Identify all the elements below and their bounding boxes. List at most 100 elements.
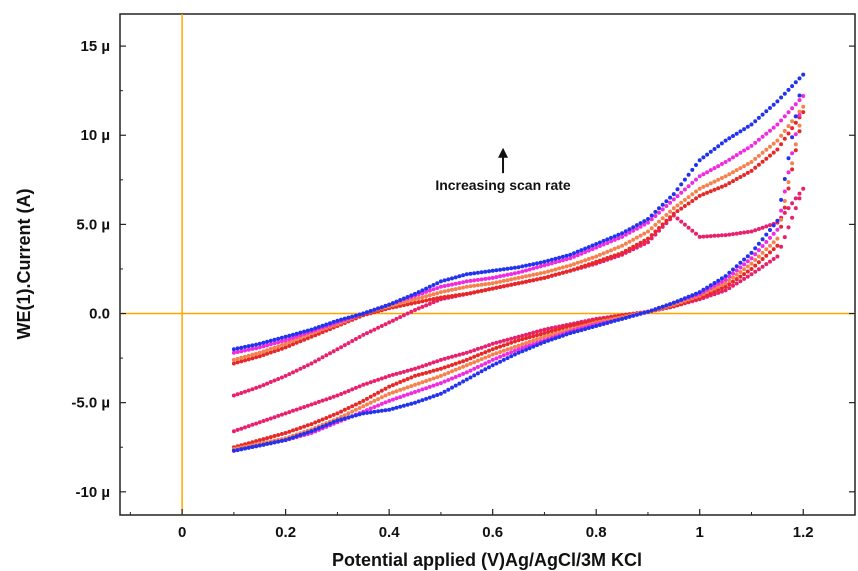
data-point	[446, 387, 451, 392]
ticks-layer: 0 0.2 0.4 0.6 0.8 1 1.2 15 µ 10 µ 5.0 µ 0.0 -5.0 µ -…	[71, 38, 856, 541]
data-point	[557, 259, 562, 264]
data-point	[368, 329, 373, 334]
data-point	[745, 124, 750, 129]
data-point	[731, 155, 735, 160]
data-point	[516, 275, 521, 280]
data-point	[553, 325, 558, 330]
data-point	[749, 261, 754, 266]
data-point	[372, 392, 377, 397]
data-point	[509, 340, 514, 345]
data-point	[690, 199, 695, 203]
data-point	[424, 289, 429, 294]
data-point	[420, 288, 425, 293]
data-point	[291, 342, 295, 347]
data-point	[438, 295, 443, 300]
data-point	[383, 408, 388, 413]
data-point	[231, 347, 236, 352]
data-point	[557, 271, 562, 276]
data-point	[786, 156, 791, 161]
data-point	[512, 265, 517, 270]
data-point	[487, 359, 491, 364]
data-point	[342, 343, 347, 348]
annotation: Increasing scan rate	[435, 147, 571, 193]
data-point	[427, 384, 432, 389]
data-point	[775, 236, 780, 241]
data-point	[694, 163, 698, 167]
data-point	[557, 255, 562, 260]
data-point	[324, 423, 329, 428]
data-point	[368, 309, 373, 313]
data-point	[461, 359, 466, 364]
data-point	[276, 340, 281, 345]
data-point	[453, 281, 458, 286]
data-point	[331, 349, 336, 354]
data-point	[464, 284, 469, 289]
data-point	[627, 314, 632, 319]
data-point	[405, 311, 410, 316]
data-point	[660, 202, 665, 207]
data-point	[268, 346, 273, 351]
y-axis-title: WE(1).Current (A)	[14, 189, 34, 340]
data-point	[657, 210, 661, 215]
data-point	[416, 300, 421, 305]
data-point	[283, 411, 288, 416]
data-point	[742, 257, 747, 262]
data-point	[243, 446, 247, 451]
data-point	[719, 141, 724, 146]
data-point	[405, 377, 410, 381]
data-point	[694, 291, 698, 296]
data-point	[538, 336, 543, 340]
data-point	[768, 144, 772, 149]
data-point	[505, 351, 510, 356]
data-point	[379, 388, 384, 393]
data-point	[612, 318, 617, 323]
data-point	[760, 250, 765, 255]
data-point	[498, 285, 503, 289]
data-point	[753, 156, 758, 161]
data-point	[801, 104, 806, 109]
data-point	[320, 398, 325, 403]
data-point	[313, 359, 318, 364]
data-point	[727, 172, 732, 177]
data-point	[450, 376, 454, 381]
data-point	[801, 94, 806, 98]
data-point	[801, 72, 806, 77]
data-point	[394, 316, 399, 321]
data-point	[435, 393, 440, 397]
data-point	[475, 353, 480, 358]
data-point	[265, 351, 270, 356]
data-point	[464, 370, 469, 375]
data-point	[483, 361, 488, 366]
data-point	[653, 232, 658, 237]
data-point	[401, 386, 406, 391]
data-point	[501, 338, 506, 343]
data-point	[675, 209, 680, 214]
data-point	[694, 231, 698, 236]
data-point	[265, 417, 270, 422]
data-point	[435, 286, 440, 291]
data-point	[472, 373, 477, 378]
data-point	[409, 384, 414, 389]
data-point	[701, 172, 706, 177]
data-point	[782, 199, 787, 203]
data-point	[413, 291, 417, 296]
data-point	[790, 135, 795, 140]
data-point	[335, 347, 340, 352]
data-point	[294, 368, 299, 373]
data-point	[305, 336, 310, 341]
data-point	[268, 342, 273, 347]
data-point	[401, 403, 406, 408]
data-point	[420, 291, 425, 296]
data-point	[653, 214, 658, 218]
data-point	[723, 233, 728, 238]
data-point	[409, 309, 414, 314]
data-point	[668, 209, 673, 214]
data-point	[346, 315, 351, 320]
data-point	[690, 228, 695, 233]
data-point	[675, 203, 680, 208]
data-point	[686, 225, 691, 230]
data-point	[394, 371, 399, 376]
data-point	[560, 326, 565, 330]
data-point	[731, 271, 735, 276]
data-point	[431, 394, 436, 399]
